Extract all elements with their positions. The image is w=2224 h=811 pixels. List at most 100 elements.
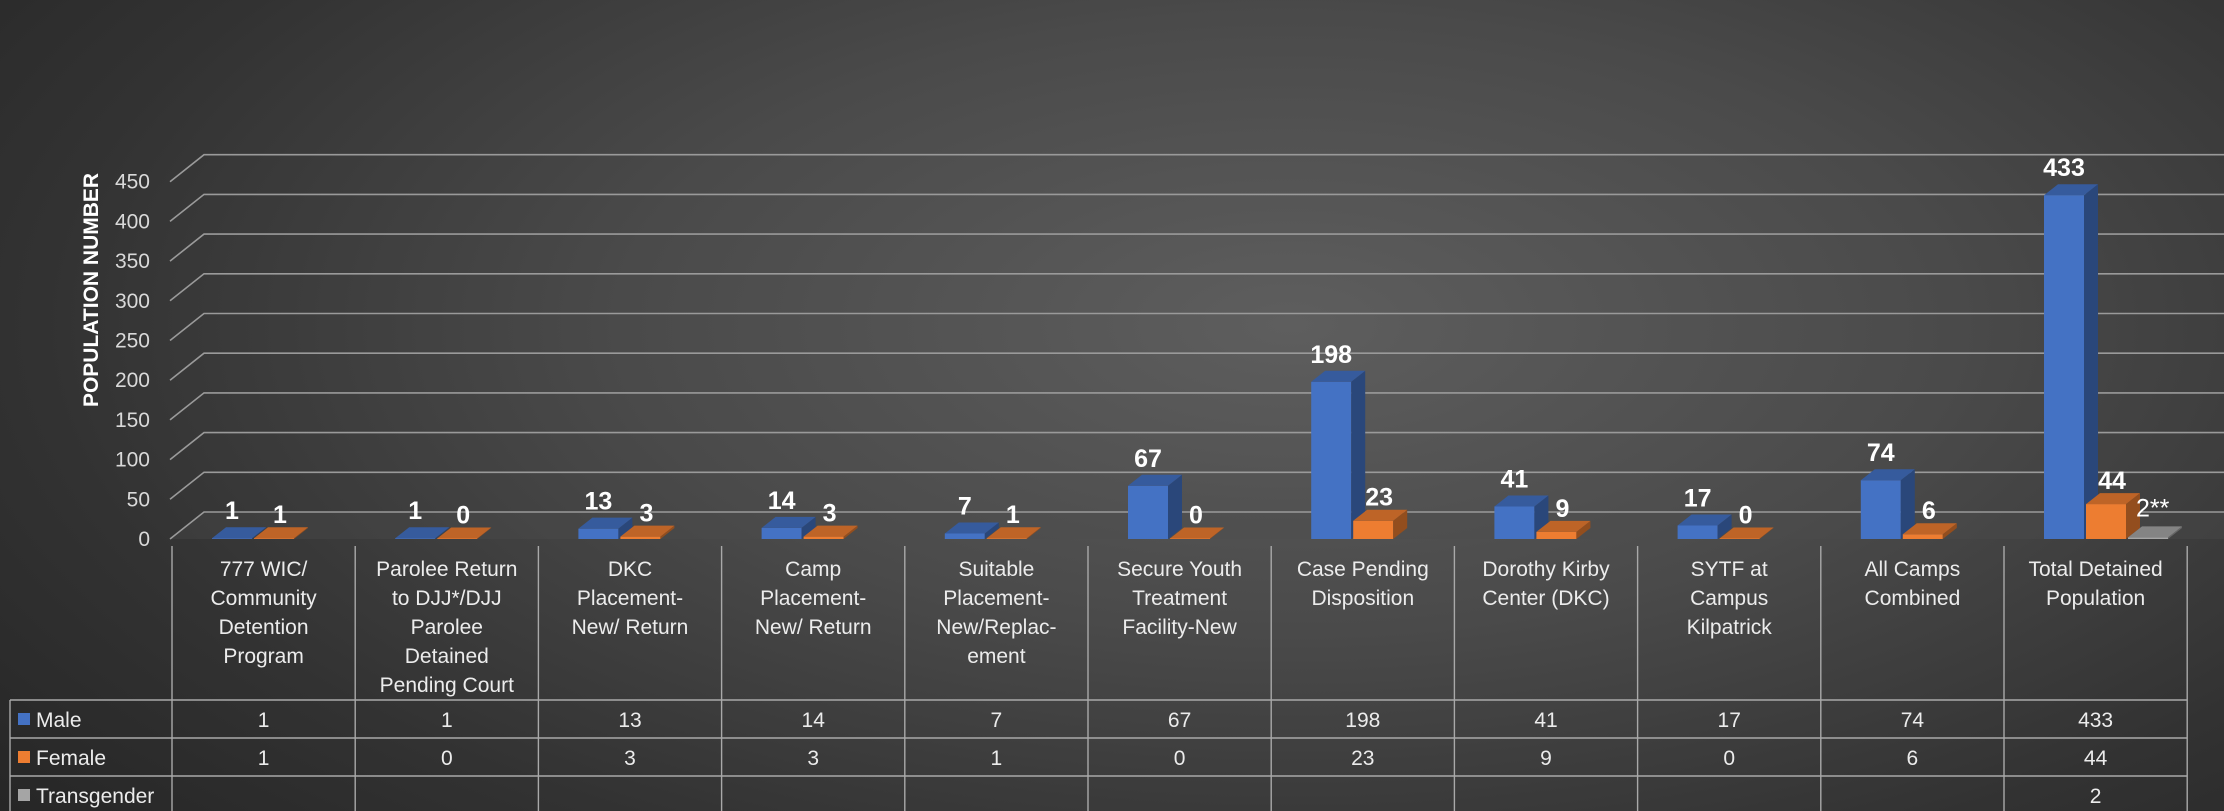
legend-label-transgender: Transgender xyxy=(36,785,154,808)
data-label-female: 44 xyxy=(2098,467,2126,495)
table-cell: 74 xyxy=(1901,709,1925,732)
data-label-female: 0 xyxy=(1739,502,1753,530)
category-label: 777 WIC/Community Detention Program xyxy=(210,558,317,668)
table-cell: 0 xyxy=(441,747,453,770)
data-label-female: 1 xyxy=(1006,501,1020,529)
table-cell: 44 xyxy=(2084,747,2108,770)
y-axis-label: POPULATION NUMBER xyxy=(80,173,103,407)
legend-key-male xyxy=(18,713,30,725)
bar-male xyxy=(578,517,633,539)
data-label-female: 3 xyxy=(823,500,837,528)
bar-male xyxy=(1128,474,1182,539)
y-tick-label: 350 xyxy=(115,250,150,273)
data-label-female: 1 xyxy=(273,501,287,529)
category-label: Total Detained Population xyxy=(2028,558,2162,610)
data-label-female: 0 xyxy=(1189,502,1203,530)
bar-female xyxy=(1353,509,1408,539)
gridlines xyxy=(169,153,2224,540)
category-label: All Camps Combined xyxy=(1865,558,1961,610)
category-label: Secure Youth Treatment Facility-New xyxy=(1117,558,1242,639)
y-tick-label: 450 xyxy=(115,171,150,194)
gridline xyxy=(169,392,2224,421)
data-label-male: 17 xyxy=(1684,485,1712,513)
y-tick-label: 150 xyxy=(115,409,150,432)
gridline xyxy=(169,312,2224,342)
bar-male xyxy=(944,522,999,539)
y-tick-label: 100 xyxy=(115,449,150,472)
table-cell: 1 xyxy=(258,747,270,770)
legend-key-transgender xyxy=(18,789,30,801)
category-label: Suitable Placement-New/Replac-ement xyxy=(936,558,1056,668)
gridline xyxy=(169,153,2224,183)
bar-male xyxy=(1860,469,1915,539)
table-cell: 198 xyxy=(1345,709,1380,732)
y-tick-label: 300 xyxy=(115,290,150,313)
gridline xyxy=(169,511,2224,540)
data-label-male: 1 xyxy=(408,497,422,525)
data-label-male: 198 xyxy=(1310,341,1352,369)
bar-male xyxy=(1311,370,1366,539)
category-label: Dorothy Kirby Center (DKC) xyxy=(1482,558,1610,610)
bars xyxy=(212,184,2182,539)
table-cell: 0 xyxy=(1174,747,1186,770)
bar-transgender xyxy=(2128,526,2182,539)
data-label-female: 9 xyxy=(1555,495,1569,523)
category-label: SYTF at Campus Kilpatrick xyxy=(1687,558,1773,639)
gridline xyxy=(169,272,2224,302)
data-label-female: 23 xyxy=(1365,484,1393,512)
table-cell: 13 xyxy=(618,709,641,732)
data-label-female: 6 xyxy=(1922,497,1936,525)
table-cell: 17 xyxy=(1718,709,1741,732)
data-label-male: 41 xyxy=(1500,465,1528,493)
category-label: Parolee Return to DJJ*/DJJ Parolee Detained… xyxy=(376,558,517,697)
gridline xyxy=(169,352,2224,381)
bar-female xyxy=(1170,527,1224,539)
table-cell: 14 xyxy=(802,709,826,732)
bar-male xyxy=(395,527,450,539)
data-label-female: 3 xyxy=(639,500,653,528)
table-cell: 3 xyxy=(624,747,636,770)
bar-female xyxy=(620,525,675,539)
y-tick-label: 400 xyxy=(115,210,150,233)
y-tick-label: 250 xyxy=(115,330,150,353)
data-label-female: 0 xyxy=(456,502,470,530)
data-label-male: 1 xyxy=(225,497,239,525)
table-cell: 3 xyxy=(807,747,819,770)
data-label-male: 433 xyxy=(2043,154,2085,182)
bar-male xyxy=(1677,514,1732,539)
data-labels: 1 1 1 0 13 3 14 3 7 1 67 0 198 23 41 9 17 0 74 6 433 44 2** xyxy=(225,154,2170,529)
legend-label-female: Female xyxy=(36,747,106,770)
table-cell: 41 xyxy=(1534,709,1557,732)
y-tick-label: 200 xyxy=(115,369,150,392)
data-table: 777 WIC/Community Detention Program Parolee… xyxy=(9,546,2188,811)
table-cell: 67 xyxy=(1168,709,1191,732)
bar-female xyxy=(254,527,308,539)
category-label: Case Pending Disposition xyxy=(1297,558,1429,610)
bar-female xyxy=(1902,523,1957,539)
y-tick-label: 50 xyxy=(127,488,150,511)
data-label-transgender: 2** xyxy=(2136,494,2170,522)
data-label-male: 67 xyxy=(1134,445,1162,473)
bar-female xyxy=(803,525,858,539)
gridline xyxy=(169,193,2224,223)
gridline xyxy=(169,233,2224,262)
gridline xyxy=(169,431,2224,461)
table-cell: 2 xyxy=(2090,785,2102,808)
data-label-male: 74 xyxy=(1867,439,1895,467)
category-label: Camp Placement-New/ Return xyxy=(755,558,872,639)
legend-label-male: Male xyxy=(36,709,82,732)
table-cell: 23 xyxy=(1351,747,1374,770)
bar-female xyxy=(1536,520,1591,539)
y-axis: 0 50 100 150 200 250 300 350 400 450 xyxy=(115,171,150,551)
bar-female xyxy=(2086,493,2140,539)
bar-male xyxy=(761,516,816,539)
table-cell: 1 xyxy=(258,709,270,732)
bar-male xyxy=(2044,184,2098,539)
table-cell: 0 xyxy=(1723,747,1735,770)
table-cell: 1 xyxy=(441,709,453,732)
legend-key-female xyxy=(18,751,30,763)
y-tick-label: 0 xyxy=(138,528,150,551)
gridline xyxy=(169,471,2224,500)
table-cell: 6 xyxy=(1907,747,1919,770)
